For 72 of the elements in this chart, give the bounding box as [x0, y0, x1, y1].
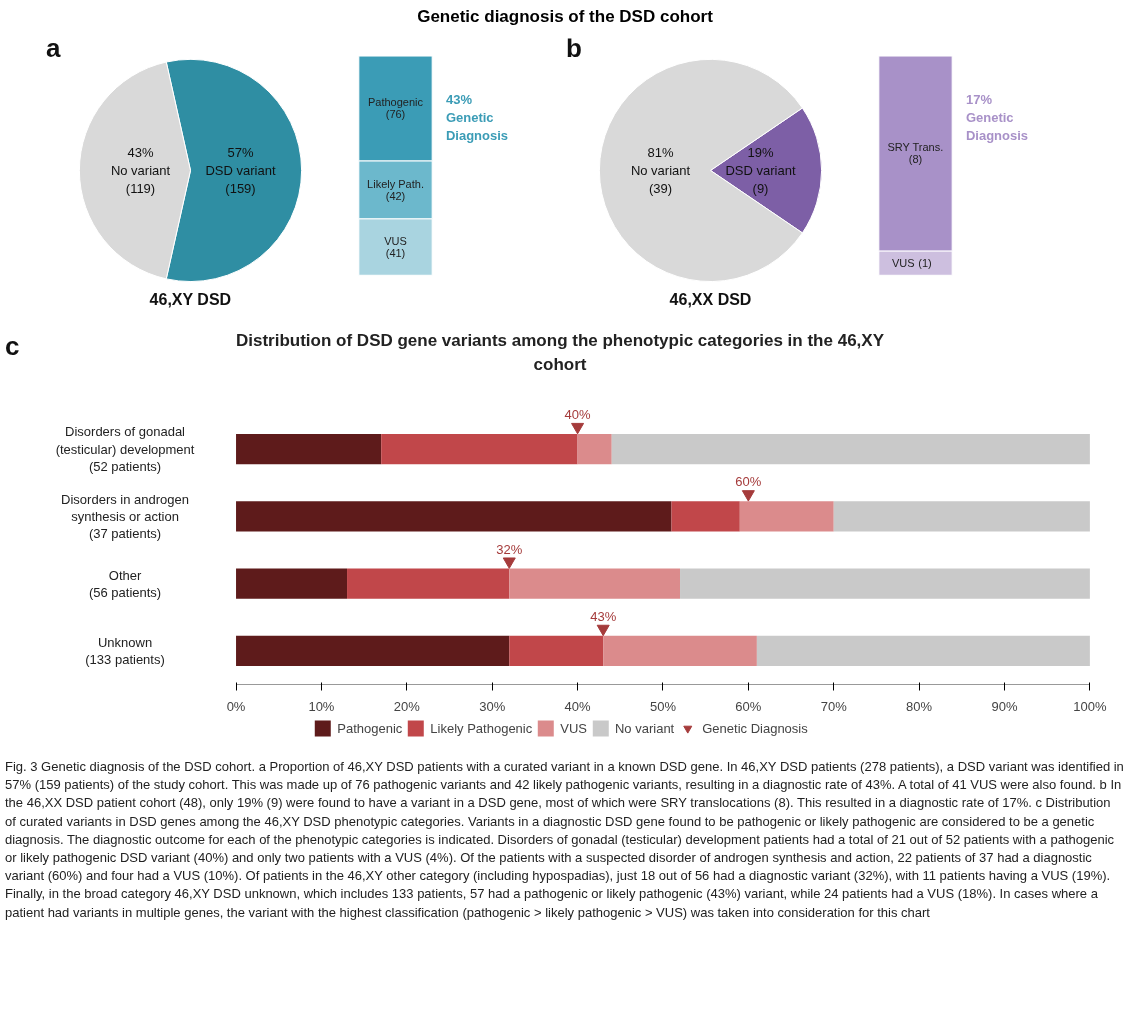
data-label: 32% [496, 541, 523, 557]
data-label: 40% [564, 407, 592, 423]
x-tick-label: 10% [308, 698, 335, 714]
text: b [566, 32, 582, 63]
y-tick-label: Other (56 patients) [88, 567, 162, 600]
legend-label: Pathogenic [337, 720, 403, 736]
bar [680, 568, 1090, 599]
data-label: (41) [385, 247, 406, 259]
bar [833, 501, 1090, 532]
bar [509, 635, 604, 667]
slice-label: DSD variant (159) [205, 162, 276, 196]
series-label: Pathogenic [367, 96, 424, 109]
slice-label: DSD variant (9) [725, 162, 796, 196]
bar [603, 635, 757, 667]
bar [236, 501, 672, 532]
x-tick-label: 90% [991, 698, 1018, 714]
legend-label: VUS [560, 720, 587, 736]
x-tick-label: 0% [226, 698, 246, 714]
series-label: Likely Path. [367, 177, 424, 190]
text: a [46, 32, 62, 63]
point [741, 490, 755, 502]
bar [509, 568, 681, 599]
bar [756, 635, 1090, 667]
x-tick-label: 30% [479, 698, 506, 714]
x-tick-label: 20% [393, 698, 421, 714]
point [571, 422, 585, 435]
bar [381, 433, 578, 465]
point [596, 624, 610, 637]
legend-label: Genetic Diagnosis [702, 720, 808, 736]
data-label: (42) [385, 189, 406, 202]
data-label: 43% [590, 609, 617, 625]
x-tick-label: 100% [1073, 698, 1107, 714]
text: 46,XY DSD [149, 290, 232, 308]
x-tick-label: 50% [649, 698, 677, 714]
series-label: VUS [384, 235, 407, 247]
bar [671, 501, 740, 532]
slice-label: No variant (39) [630, 162, 691, 196]
text: 43% Genetic Diagnosis [445, 91, 509, 143]
text: Fig. 3 Genetic diagnosis of the DSD cohort. a Proportion of 46,XY DSD patients with a curated variant in a known DSD gene. In 46,XY DSD patients (278 patients), a DSD variant was identified in 57% (159 patients) of the study cohort. This was made up of 76 pathogenic variants and 42 likely pathogenic variants, resulting in a diagnostic rate of 43%. A total of 41 VUS were also found. b In the 46,XX DSD patient cohort (48), only 19% (9) were found to have a variant in a DSD gene, most of which were SRY translocations (8). This resulted in a diagnostic rate of 17%. c Distribution of curated variants in DSD genes among the 46,XY DSD phenotypic categories. Variants in a diagnostic DSD gene found to be pathogenic or likely pathogenic are considered to be a genetic diagnosis. The diagnostic outcome for each of the phenotypic categories is indicated. Disorders of gonadal (testicular) development patients had a total of 21 out of 52 patients with a pathogenic or likely pathogenic DSD variant (40%) and only two patients with a VUS (4%). Of the patients with a suspected disorder of androgen synthesis and action, 22 patients of 37 had a diagnostic variant (60%) and four had a VUS (10%). Of patients in the 46,XY other category (including hypospadias), just 18 out of 56 had a diagnostic variant (32%), with 11 patients having a VUS (19%). Finally, in the broad category 46,XY DSD unknown, which includes 133 patients, 57 had a pathogenic or likely pathogenic (43%) variant, while 24 patients had a VUS (18%). In cases where a patient had variants in multiple genes, the variant with the highest classification (pathogenic > likely pathogenic > VUS) was taken into consideration for this chart [5, 759, 1124, 920]
text: c [5, 330, 20, 363]
bar [236, 568, 348, 599]
y-tick-label: Disorders in androgen synthesis or action (37 patients) [61, 491, 189, 542]
data-label: (8) [908, 153, 923, 166]
x-tick-label: 40% [564, 698, 592, 714]
data-label: 81% [647, 144, 674, 160]
x-tick-label: 60% [735, 698, 762, 714]
data-label: 60% [735, 474, 762, 490]
bar [611, 433, 1090, 465]
series-label: SRY Trans. [887, 141, 944, 154]
y-tick-label: Unknown (133 patients) [85, 634, 165, 668]
bar [739, 501, 834, 532]
chart-title: Distribution of DSD gene variants among the phenotypic categories in the 46,XY cohort [235, 330, 885, 377]
data-label: 43% [127, 144, 154, 160]
bar [236, 635, 510, 667]
y-tick-label: Disorders of gonadal (testicular) development (52 patients) [55, 424, 195, 474]
bar [236, 433, 382, 465]
series-label: VUS [891, 257, 915, 270]
legend-label: Likely Pathogenic [430, 720, 533, 736]
x-tick-label: 70% [820, 698, 848, 714]
point [502, 557, 516, 569]
bar [577, 433, 612, 465]
slice-label: No variant (119) [110, 162, 171, 196]
x-tick-label: 80% [906, 698, 933, 714]
text: Genetic diagnosis of the DSD cohort [416, 6, 714, 28]
text: 46,XX DSD [669, 290, 752, 308]
data-label: 19% [747, 144, 774, 160]
text: 17% Genetic Diagnosis [965, 91, 1029, 143]
data-label: (76) [385, 108, 406, 121]
legend-label: No variant [614, 720, 675, 736]
data-label: (1) [918, 257, 932, 270]
bar [347, 568, 510, 599]
data-label: 57% [227, 144, 254, 160]
